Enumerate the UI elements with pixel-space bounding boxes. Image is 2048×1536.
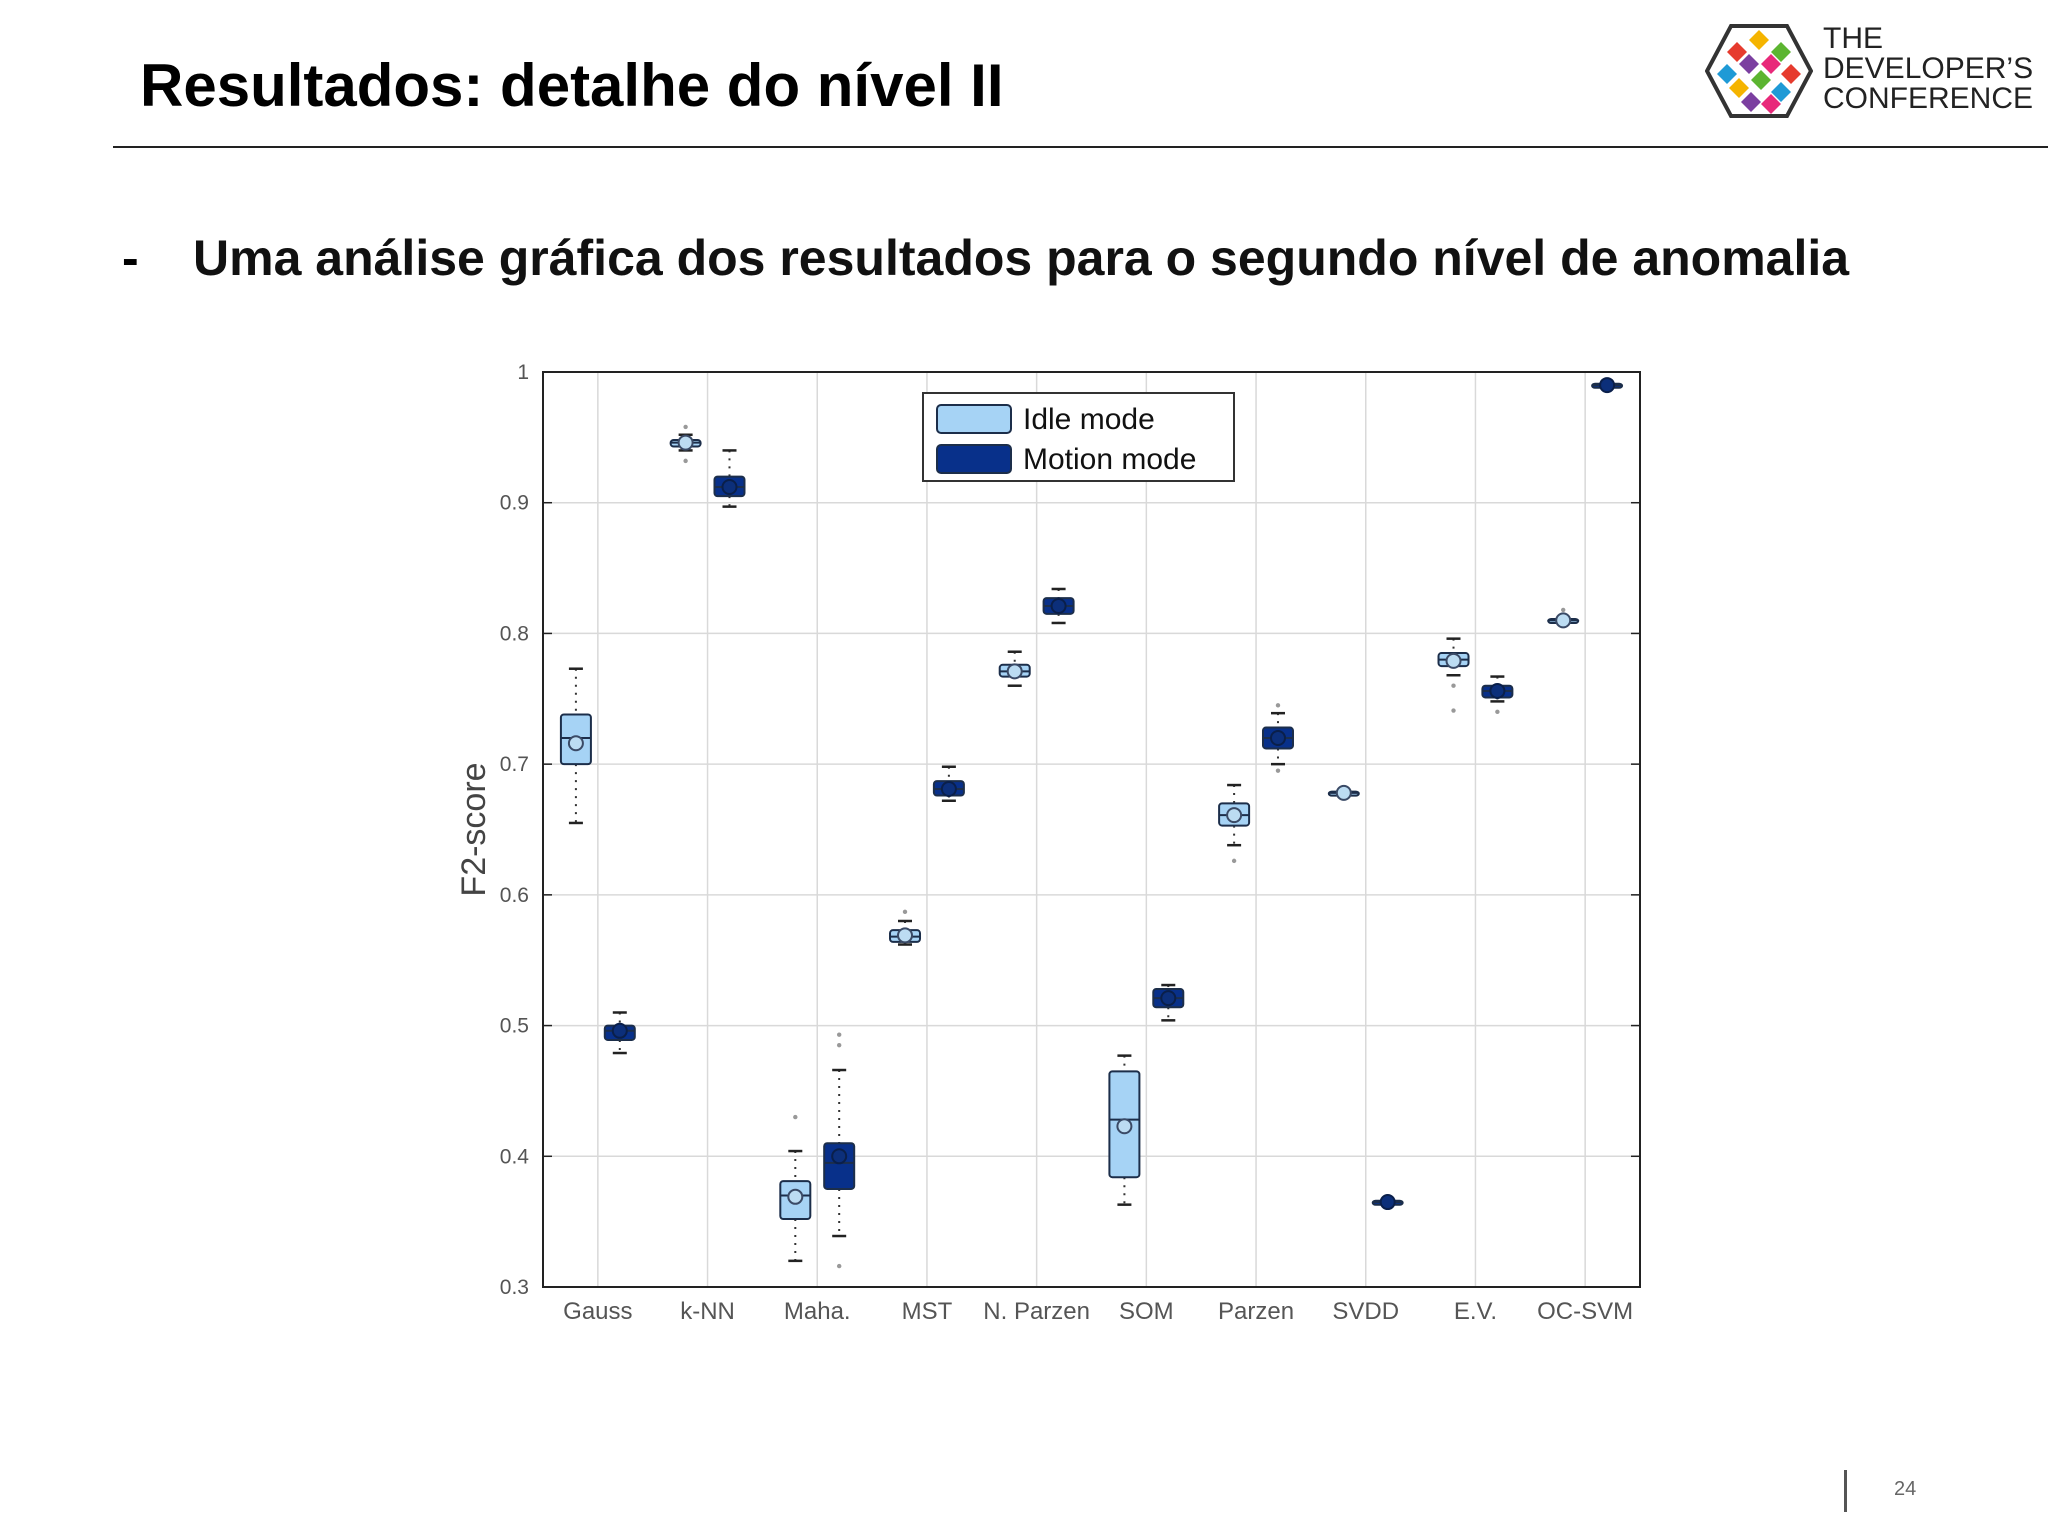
legend-swatch [936, 444, 1012, 474]
mean-marker [1445, 652, 1462, 669]
logo-cell [1751, 70, 1771, 90]
mean-marker [1226, 807, 1243, 824]
outlier-point [1275, 768, 1281, 773]
y-tick-label: 0.6 [500, 884, 529, 907]
logo-cell [1781, 64, 1801, 84]
logo-cell [1761, 54, 1781, 74]
logo-cell [1729, 78, 1749, 98]
mean-marker [1050, 597, 1067, 614]
slide-title: Resultados: detalhe do nível II [140, 52, 1004, 119]
page-number: 24 [1894, 1478, 1917, 1500]
mean-marker [1006, 663, 1023, 680]
outlier-point [1451, 708, 1456, 713]
outlier-point [1231, 858, 1237, 864]
plot-frame [542, 371, 1641, 1288]
outlier-point [1561, 607, 1566, 613]
mean-marker [940, 780, 957, 797]
conference-logo: THE DEVELOPER’S CONFERENCE [1705, 22, 2035, 122]
mean-marker [1116, 1118, 1133, 1135]
y-tick-label: 1 [517, 361, 529, 384]
outlier-point [836, 1032, 842, 1037]
mean-marker [897, 927, 914, 944]
x-tick-label: Gauss [563, 1298, 632, 1325]
plot-area [543, 372, 1640, 1287]
mean-marker [567, 735, 584, 752]
outlier-point [836, 1263, 842, 1269]
y-tick-label: 0.9 [500, 492, 529, 515]
mean-marker [1555, 612, 1572, 629]
y-tick-label: 0.5 [500, 1015, 529, 1038]
logo-cell [1717, 64, 1737, 84]
outlier-point [836, 1042, 842, 1048]
logo-cell [1727, 42, 1747, 62]
y-tick-label: 0.8 [500, 622, 529, 645]
legend-label: Motion mode [1023, 443, 1196, 476]
mean-marker [1599, 377, 1616, 394]
x-tick-label: OC-SVM [1537, 1298, 1633, 1325]
page-number-separator [1844, 1470, 1847, 1512]
x-tick-label: k-NN [680, 1298, 735, 1325]
outlier-point [793, 1114, 798, 1120]
x-tick-label: SOM [1119, 1298, 1174, 1325]
legend-swatch [936, 404, 1012, 434]
logo-line-2: DEVELOPER’S [1823, 52, 2034, 85]
mean-marker [1335, 784, 1352, 801]
mean-marker [677, 434, 694, 451]
x-tick-label: SVDD [1332, 1298, 1399, 1325]
logo-wordmark: THE DEVELOPER’S CONFERENCE [1823, 24, 2038, 114]
logo-cell [1771, 82, 1791, 102]
logo-cell [1771, 42, 1791, 62]
bullet-marker: - [122, 230, 139, 286]
y-tick-label: 0.4 [500, 1145, 530, 1168]
outlier-point [683, 458, 688, 464]
mean-marker [787, 1188, 804, 1205]
logo-line-1: THE [1823, 22, 1883, 55]
mean-marker [1489, 682, 1506, 699]
y-tick-label: 0.3 [500, 1276, 529, 1299]
outlier-point [1275, 703, 1281, 708]
logo-cell [1761, 94, 1781, 114]
x-tick-label: N. Parzen [983, 1298, 1090, 1325]
logo-line-3: CONFERENCE [1823, 82, 2034, 115]
x-tick-label: Parzen [1218, 1298, 1294, 1325]
y-tick-label: 0.7 [500, 753, 529, 776]
outlier-point [902, 909, 908, 915]
outlier-point [683, 424, 688, 430]
mean-marker [721, 479, 738, 496]
bullet-text: Uma análise gráfica dos resultados para … [193, 230, 1850, 286]
mean-marker [1379, 1194, 1396, 1211]
y-axis-label: F2-score [455, 762, 493, 896]
logo-cube-icon [1705, 24, 1813, 118]
mean-marker [1269, 730, 1286, 746]
x-tick-label: Maha. [784, 1298, 851, 1325]
legend-label: Idle mode [1023, 403, 1155, 436]
title-divider [113, 146, 2048, 148]
x-tick-label: E.V. [1454, 1298, 1497, 1325]
outlier-point [1451, 683, 1456, 688]
logo-cell [1741, 92, 1761, 112]
logo-cell [1749, 30, 1769, 50]
mean-marker [831, 1148, 848, 1165]
logo-cell [1739, 54, 1759, 74]
x-tick-label: MST [902, 1298, 953, 1325]
mean-marker [611, 1022, 628, 1039]
f2-score-boxplot-chart: 0.3 0.4 0.5 0.6 0.7 0.8 0.9 1 Gauss k-NN Maha. MST N… [455, 361, 1641, 1325]
outlier-point [1495, 709, 1500, 715]
mean-marker [1160, 990, 1177, 1007]
